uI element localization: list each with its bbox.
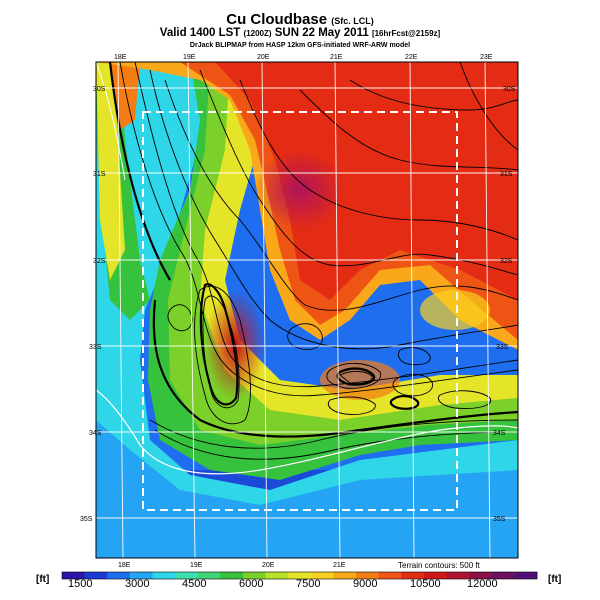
bottom-lon-21: 21E	[333, 562, 346, 569]
colorbar-tick-label: 9000	[353, 578, 378, 590]
colorbar-swatch	[84, 572, 108, 579]
terrain-note: Terrain contours: 500 ft	[398, 561, 480, 570]
bottom-lon-20: 20E	[262, 562, 275, 569]
colorbar-swatch	[220, 572, 244, 579]
colorbar-swatch	[469, 572, 493, 579]
top-lon-20: 20E	[257, 54, 270, 61]
subtitle-date: SUN 22 May 2011	[274, 27, 369, 39]
west-coast-yellow	[96, 62, 125, 280]
colorbar-swatch	[242, 572, 266, 579]
colorbar-tick-label: 7500	[296, 578, 321, 590]
title-qualifier: (Sfc. LCL)	[331, 16, 374, 26]
colorbar-swatch	[175, 572, 199, 579]
map-border	[95, 61, 519, 559]
left-lat-labels: 30S 31S 32S 33S 34S 35S	[80, 86, 106, 523]
top-lon-21: 21E	[330, 54, 343, 61]
map-credit: DrJack BLIPMAP from HASP 12km GFS-initia…	[189, 42, 411, 49]
lat-lon-grid	[96, 62, 518, 558]
colorbar-swatch	[333, 572, 357, 579]
cloudbase-max-area	[255, 150, 345, 230]
colorbar-swatch	[491, 572, 515, 579]
terrain-contours	[119, 62, 518, 460]
colorbar-unit-left: [ft]	[36, 574, 50, 585]
colorbar-tick-label: 12000	[467, 578, 498, 590]
colorbar-unit-right: [ft]	[548, 574, 562, 585]
bottom-lon-labels: 18E 19E 20E 21E	[118, 562, 346, 569]
bottom-lon-19: 19E	[190, 562, 203, 569]
colorbar-swatch	[62, 572, 85, 579]
top-lon-labels: 18E 19E 20E 21E 22E 23E	[114, 54, 493, 61]
land-yellow	[96, 62, 518, 420]
right-lat-34: 34S	[493, 430, 506, 437]
right-lat-labels: 30S 31S 32S 33S 34S 35S	[493, 86, 516, 523]
colorbar-swatch	[265, 572, 289, 579]
left-lat-35: 35S	[80, 516, 93, 523]
colorbar-swatch	[310, 572, 334, 579]
colorbar-tick-label: 4500	[182, 578, 207, 590]
colorbar-tick-label: 1500	[68, 578, 93, 590]
colorbar-swatch	[401, 572, 425, 579]
bottom-lon-18: 18E	[118, 562, 131, 569]
colorbar-swatch	[423, 572, 447, 579]
left-lat-31: 31S	[93, 171, 106, 178]
left-lat-34: 34S	[89, 430, 102, 437]
colorbar-swatch	[197, 572, 221, 579]
colorbar-swatch	[288, 572, 312, 579]
right-lat-30: 30S	[503, 86, 516, 93]
subtitle-zulu: (1200Z)	[243, 29, 272, 38]
right-lat-33: 33S	[496, 344, 509, 351]
colorbar-swatch	[356, 572, 379, 579]
title-main: Cu Cloudbase	[226, 11, 328, 28]
right-lat-35: 35S	[493, 516, 506, 523]
map-subtitle: Valid 1400 LST (1200Z) SUN 22 May 2011 […	[0, 27, 600, 39]
right-lat-31: 31S	[500, 171, 513, 178]
south-high-area	[320, 360, 400, 400]
colorbar-swatch	[378, 572, 402, 579]
colorbar	[61, 571, 538, 580]
east-yellow-area	[420, 290, 490, 330]
left-lat-33: 33S	[89, 344, 102, 351]
west-coastline	[96, 62, 126, 181]
top-lon-18: 18E	[114, 54, 127, 61]
left-lat-32: 32S	[93, 258, 106, 265]
map-field	[96, 62, 518, 558]
land-yellowgreen	[96, 62, 518, 445]
top-lon-19: 19E	[183, 54, 196, 61]
colorbar-tick-label: 6000	[239, 578, 264, 590]
map-title: Cu Cloudbase (Sfc. LCL)	[0, 11, 600, 28]
coastal-band-2	[96, 62, 518, 505]
colorbar-tick-label: 3000	[125, 578, 150, 590]
right-lat-32: 32S	[500, 258, 513, 265]
colorbar-swatch	[446, 572, 470, 579]
top-lon-23: 23E	[480, 54, 493, 61]
colorbar-tick-label: 10500	[410, 578, 441, 590]
inner-domain-box	[142, 111, 458, 511]
colorbar-swatch	[107, 572, 131, 579]
colorbar-outline	[61, 571, 538, 580]
colorbar-swatch	[129, 572, 153, 579]
colorbar-swatch	[152, 572, 176, 579]
top-lon-22: 22E	[405, 54, 418, 61]
subtitle-forecast: [16hrFcst@2159z]	[371, 29, 441, 38]
subtitle-valid: Valid 1400 LST	[159, 27, 241, 39]
left-lat-30: 30S	[93, 86, 106, 93]
land-red	[215, 62, 518, 300]
colorbar-swatch	[514, 572, 538, 579]
